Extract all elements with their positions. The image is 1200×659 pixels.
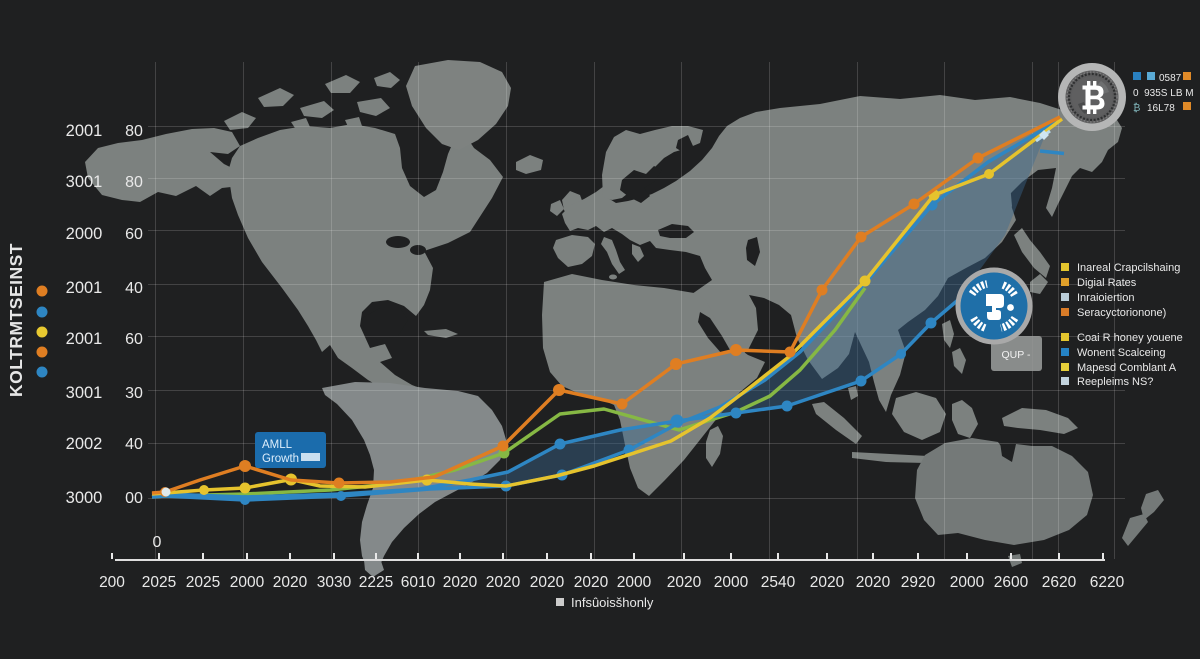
svg-text:40: 40 xyxy=(125,280,143,297)
svg-text:Inraioiertion: Inraioiertion xyxy=(1077,292,1134,304)
svg-text:2000: 2000 xyxy=(714,574,749,591)
svg-text:KOLTRMTSEINST: KOLTRMTSEINST xyxy=(6,243,26,397)
svg-text:2025: 2025 xyxy=(142,574,176,591)
svg-text:2540: 2540 xyxy=(761,574,796,591)
svg-text:Inareal Crapcilshaing: Inareal Crapcilshaing xyxy=(1077,262,1180,274)
svg-text:2920: 2920 xyxy=(901,574,936,591)
svg-text:3001: 3001 xyxy=(66,173,103,191)
svg-text:2020: 2020 xyxy=(574,574,609,591)
svg-text:QUP -: QUP - xyxy=(1002,349,1031,361)
svg-text:2001: 2001 xyxy=(66,330,103,348)
svg-text:2020: 2020 xyxy=(810,574,845,591)
svg-text:2020: 2020 xyxy=(273,574,308,591)
svg-text:16L78: 16L78 xyxy=(1147,103,1175,114)
svg-text:200: 200 xyxy=(99,574,125,591)
svg-text:Wonent Scalceing: Wonent Scalceing xyxy=(1077,347,1165,359)
svg-text:0 935S LB M: 0 935S LB M xyxy=(1133,88,1194,99)
svg-text:80: 80 xyxy=(125,123,143,140)
svg-text:40: 40 xyxy=(125,436,143,453)
svg-text:2020: 2020 xyxy=(443,574,478,591)
svg-text:Seracyctorionone): Seracyctorionone) xyxy=(1077,307,1166,319)
svg-text:6010: 6010 xyxy=(401,574,436,591)
svg-text:Digial Rates: Digial Rates xyxy=(1077,277,1137,289)
svg-text:2025: 2025 xyxy=(186,574,220,591)
svg-text:00: 00 xyxy=(125,490,143,507)
svg-text:2001: 2001 xyxy=(66,122,103,140)
svg-text:3030: 3030 xyxy=(317,574,352,591)
svg-text:0587: 0587 xyxy=(1159,73,1182,84)
svg-text:30: 30 xyxy=(125,385,143,402)
svg-text:2620: 2620 xyxy=(1042,574,1077,591)
svg-text:2000: 2000 xyxy=(617,574,652,591)
svg-text:2000: 2000 xyxy=(66,225,103,243)
svg-text:2020: 2020 xyxy=(486,574,521,591)
svg-text:3000: 3000 xyxy=(66,489,103,507)
svg-text:Reepleims NS?: Reepleims NS? xyxy=(1077,376,1153,388)
svg-text:60: 60 xyxy=(125,331,143,348)
svg-text:2000: 2000 xyxy=(230,574,265,591)
svg-text:6220: 6220 xyxy=(1090,574,1125,591)
svg-text:0: 0 xyxy=(153,534,162,551)
svg-text:2225: 2225 xyxy=(359,574,393,591)
svg-text:2020: 2020 xyxy=(530,574,565,591)
svg-text:2020: 2020 xyxy=(667,574,702,591)
svg-text:80: 80 xyxy=(125,174,143,191)
svg-text:60: 60 xyxy=(125,226,143,243)
svg-text:2001: 2001 xyxy=(66,279,103,297)
svg-text:2020: 2020 xyxy=(856,574,891,591)
svg-text:Mapesd Comblant A: Mapesd Comblant A xyxy=(1077,362,1177,374)
svg-text:2600: 2600 xyxy=(994,574,1029,591)
svg-text:₿: ₿ xyxy=(1133,102,1140,114)
svg-text:AMLL: AMLL xyxy=(262,439,293,451)
svg-text:2002: 2002 xyxy=(66,435,103,453)
svg-text:2000: 2000 xyxy=(950,574,985,591)
svg-text:Coai R honey youene: Coai R honey youene xyxy=(1077,332,1183,344)
svg-text:3001: 3001 xyxy=(66,384,103,402)
svg-text:Growth: Growth xyxy=(262,453,299,465)
svg-text:Infsûoisšhonly: Infsûoisšhonly xyxy=(571,595,654,610)
